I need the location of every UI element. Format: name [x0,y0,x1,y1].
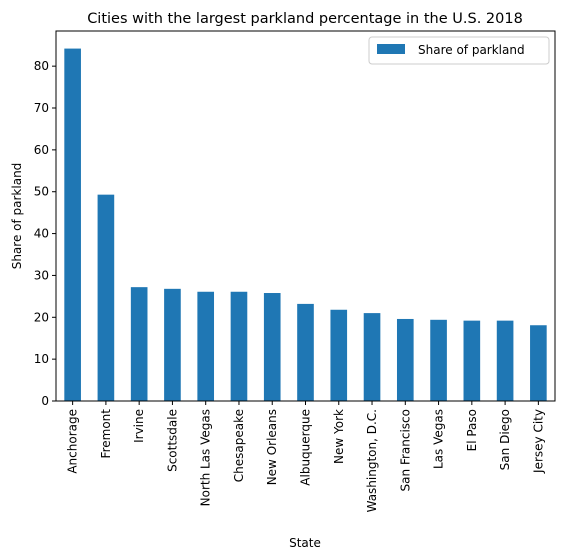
x-tick-label: New Orleans [265,409,279,485]
x-tick-label: Las Vegas [432,409,446,469]
chart-title: Cities with the largest parkland percent… [87,11,523,27]
bar [97,194,115,401]
bars-group [64,48,547,401]
bar [164,288,181,401]
bar [496,320,514,401]
bar [130,287,148,401]
x-tick-label: Washington, D.C. [365,409,379,512]
bar [263,293,281,401]
bar [197,291,215,401]
legend-label: Share of parkland [418,43,525,57]
bar [363,313,381,401]
x-axis-label: State [289,536,321,550]
plot-frame [55,30,556,402]
x-tick-label: El Paso [465,409,479,451]
y-tick-label: 70 [34,101,49,115]
x-tick-label: San Francisco [398,409,412,491]
x-tick-label: North Las Vegas [199,409,213,506]
y-tick-label: 30 [34,268,49,282]
legend-box [368,36,550,65]
bar [64,48,81,401]
bar [396,318,414,401]
bar [530,325,547,401]
y-tick-label: 0 [41,394,49,408]
y-axis-label: Share of parkland [10,163,24,270]
x-tick-label: Jersey City [531,409,545,474]
x-tick-label: Chesapeake [232,409,246,482]
bar [463,320,481,401]
y-tick-label: 60 [34,143,49,157]
y-tick-label: 40 [34,227,49,241]
x-tick-label: Scottsdale [165,409,179,472]
y-tick-label: 80 [34,59,49,73]
bar [297,303,314,401]
x-tick-label: Anchorage [66,409,80,474]
y-tick-label: 50 [34,185,49,199]
bar [230,291,248,401]
legend: Share of parkland [368,36,550,65]
bar [430,319,447,401]
y-tick-label: 10 [34,352,49,366]
x-tick-label: New York [332,409,346,464]
x-tick-label: Fremont [99,409,113,459]
y-tick-label: 20 [34,310,49,324]
legend-swatch [377,44,405,54]
y-axis-ticks: 0 10 20 30 40 50 60 70 80 [34,59,56,408]
x-axis-ticks: Anchorage Fremont Irvine Scottsdale North La… [66,401,545,512]
x-tick-label: Albuquerque [299,409,313,486]
x-tick-label: San Diego [498,409,512,470]
x-tick-label: Irvine [132,409,146,443]
bar [330,309,348,401]
